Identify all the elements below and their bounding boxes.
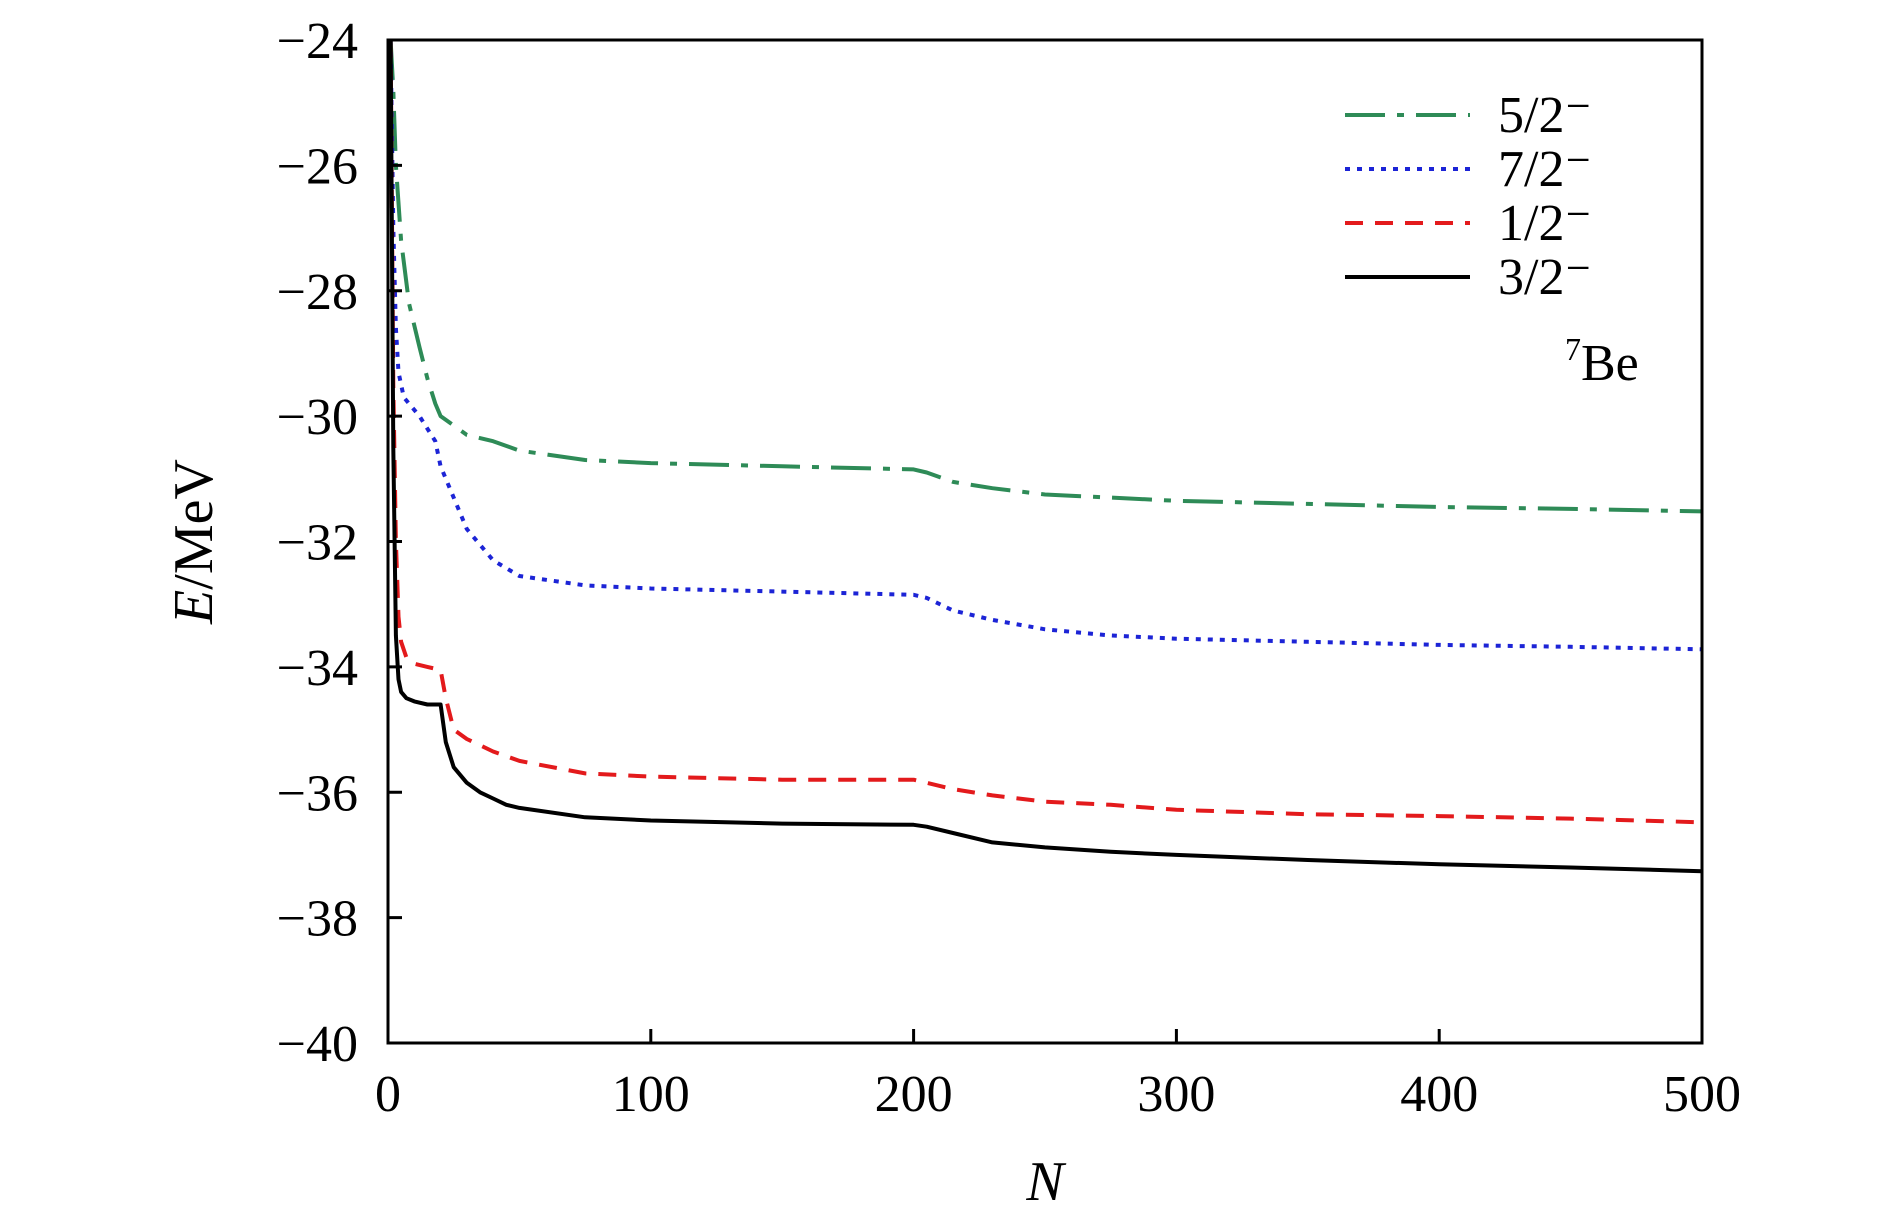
y-tick-label: −28 [277,264,358,321]
nucleus-annotation: 7Be [1565,331,1639,392]
y-axis-label: E/MeV [163,459,225,625]
y-tick-label: −36 [277,765,358,822]
y-tick-label: −24 [277,13,358,70]
y-tick-label: −32 [277,515,358,572]
x-tick-label: 400 [1400,1066,1478,1123]
x-axis: 0 100 200 300 400 500 [375,1029,1741,1123]
series-line-2 [388,39,1703,825]
y-axis-label-unit: /MeV [163,459,225,590]
y-tick-label: −40 [277,1016,358,1073]
y-axis: −24 −26 −28 −30 −32 −34 −36 −38 −40 [277,13,402,1073]
x-axis-label: N [1025,1151,1066,1213]
legend-label-3: 3/2⁻ [1498,249,1592,306]
y-tick-label: −30 [277,389,358,446]
y-axis-label-symbol: E [163,590,225,625]
y-tick-label: −26 [277,138,358,195]
nucleus-symbol: Be [1581,335,1639,392]
legend-label-2: 1/2⁻ [1498,195,1592,252]
y-tick-label: −34 [277,640,358,697]
series-line-3 [388,39,1703,874]
legend: 5/2⁻7/2⁻1/2⁻3/2⁻ [1345,87,1592,306]
x-tick-label: 100 [612,1066,690,1123]
y-tick-label: −38 [277,891,358,948]
x-tick-label: 500 [1663,1066,1741,1123]
series-layer [388,39,1703,874]
x-tick-label: 0 [375,1066,401,1123]
series-line-0 [388,39,1703,514]
series-line-1 [388,39,1703,652]
nucleus-mass-number: 7 [1565,331,1581,367]
legend-label-0: 5/2⁻ [1498,87,1592,144]
x-tick-label: 200 [875,1066,953,1123]
x-tick-label: 300 [1137,1066,1215,1123]
legend-label-1: 7/2⁻ [1498,141,1592,198]
